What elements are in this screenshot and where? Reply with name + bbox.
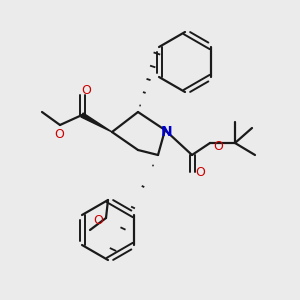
Polygon shape xyxy=(81,113,112,132)
Text: O: O xyxy=(93,214,103,226)
Text: O: O xyxy=(81,85,91,98)
Text: O: O xyxy=(213,140,223,154)
Text: N: N xyxy=(161,125,173,139)
Text: O: O xyxy=(195,166,205,178)
Text: O: O xyxy=(54,128,64,142)
